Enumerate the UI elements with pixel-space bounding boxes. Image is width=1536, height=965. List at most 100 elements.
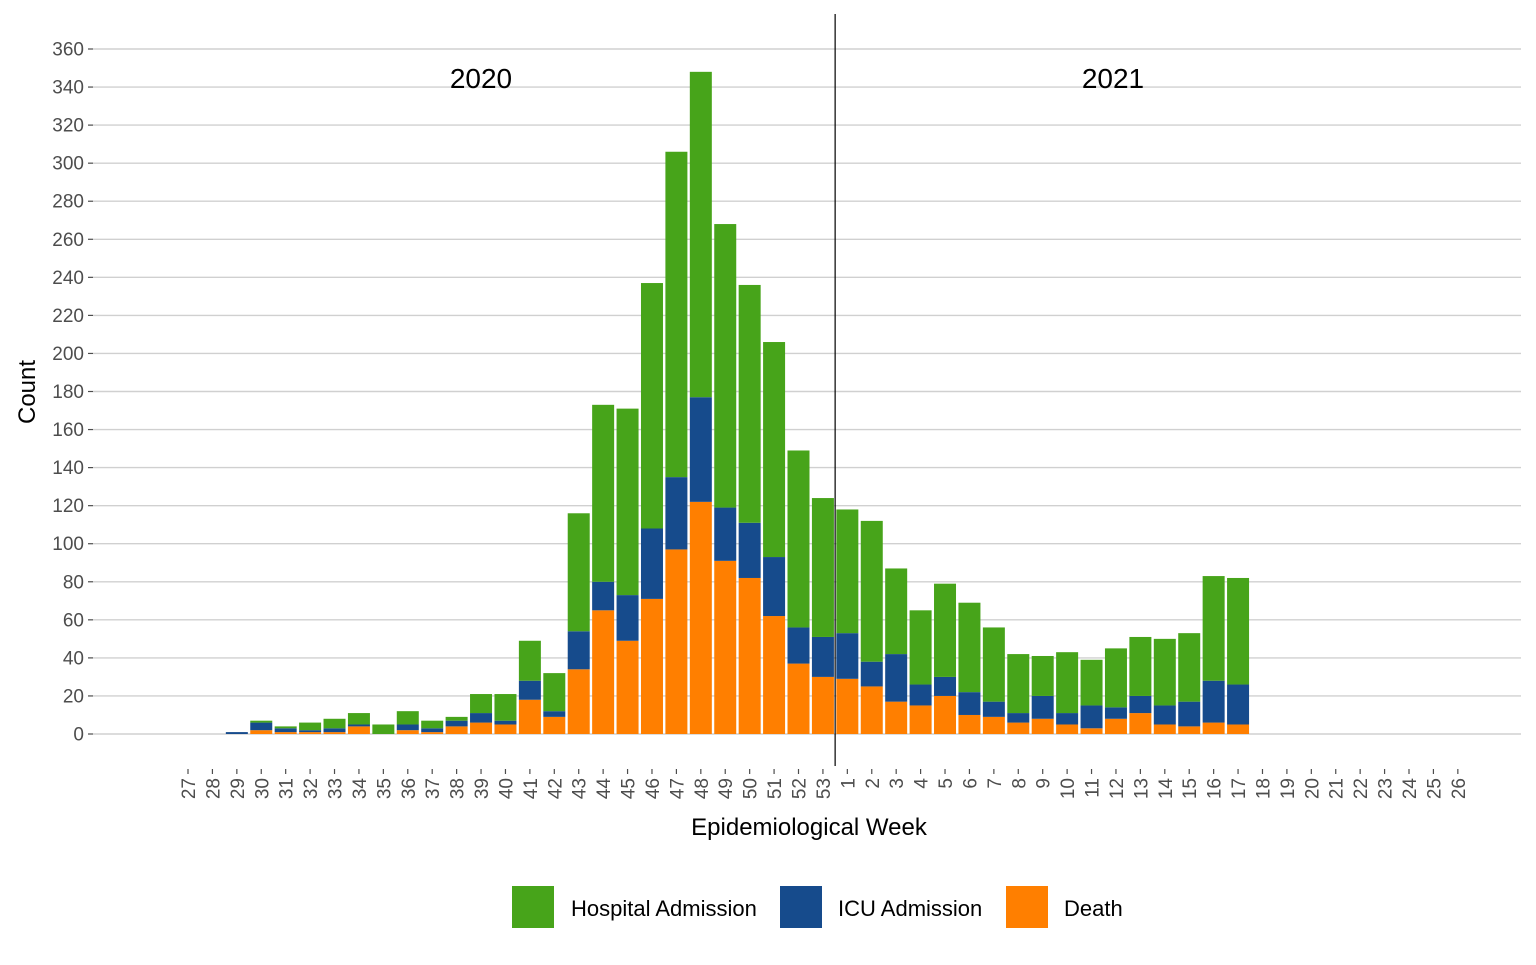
bar-icu-admission-week-52 (787, 627, 810, 664)
y-tick-label: 240 (52, 268, 84, 289)
bar-icu-admission-week-8 (1007, 713, 1030, 723)
x-tick-label: 28 (203, 778, 224, 799)
bar-death-week-47 (665, 549, 688, 734)
y-axis-ticks: 0 20 40 60 80 100 120 140 160 180 200 220 240 260 280 3… (52, 40, 93, 746)
bar-hospital-admission-week-47 (665, 151, 688, 478)
bar-icu-admission-week-42 (543, 711, 566, 717)
x-tick-label: 49 (716, 778, 737, 799)
bar-icu-admission-week-50 (738, 522, 761, 578)
bar-death-week-14 (1153, 724, 1176, 734)
x-tick-label: 40 (496, 778, 517, 799)
x-tick-label: 24 (1400, 778, 1421, 800)
bar-hospital-admission-week-52 (787, 450, 810, 628)
x-tick-label: 27 (179, 778, 200, 799)
x-tick-label: 31 (277, 778, 298, 799)
y-tick-label: 100 (52, 534, 84, 555)
bar-death-week-31 (274, 732, 297, 734)
legend-key-icu-admission (780, 886, 822, 928)
bar-hospital-admission-week-16 (1202, 576, 1225, 681)
bar-icu-admission-week-49 (714, 507, 737, 561)
x-tick-label: 51 (765, 778, 786, 799)
y-tick-label: 360 (52, 40, 84, 61)
y-tick-label: 340 (52, 78, 84, 99)
bar-icu-admission-week-15 (1178, 701, 1201, 727)
bar-death-week-39 (470, 722, 493, 734)
bar-death-week-15 (1178, 726, 1201, 734)
bar-hospital-admission-week-36 (396, 711, 419, 725)
x-tick-label: 44 (594, 778, 615, 800)
y-tick-label: 220 (52, 306, 84, 327)
bar-icu-admission-week-17 (1227, 684, 1250, 725)
bar-hospital-admission-week-12 (1104, 648, 1127, 708)
bar-icu-admission-week-3 (885, 654, 908, 702)
bar-icu-admission-week-44 (592, 581, 615, 611)
bar-hospital-admission-week-46 (640, 283, 663, 529)
x-tick-label: 38 (448, 778, 469, 799)
x-tick-label: 11 (1083, 778, 1104, 798)
bar-death-week-40 (494, 724, 517, 734)
y-axis-title: Count (14, 360, 41, 424)
bar-hospital-admission-week-37 (421, 720, 444, 729)
bar-hospital-admission-week-15 (1178, 633, 1201, 702)
legend-label-death: Death (1064, 896, 1123, 921)
bar-icu-admission-week-37 (421, 728, 444, 733)
x-tick-label: 21 (1327, 778, 1348, 799)
y-tick-label: 120 (52, 496, 84, 517)
bar-icu-admission-week-30 (250, 722, 273, 731)
x-tick-label: 41 (521, 778, 542, 799)
x-tick-label: 29 (228, 778, 249, 799)
gridlines (93, 48, 1521, 735)
bar-hospital-admission-week-17 (1227, 577, 1250, 685)
year-annotations: 2020 2021 (450, 63, 1144, 94)
y-tick-label: 140 (52, 458, 84, 479)
bar-icu-admission-week-41 (518, 680, 541, 700)
x-tick-label: 52 (790, 778, 811, 799)
x-tick-label: 46 (643, 778, 664, 799)
bar-icu-admission-week-43 (567, 631, 590, 670)
bar-hospital-admission-week-48 (689, 71, 712, 398)
y-tick-label: 60 (63, 610, 84, 631)
x-tick-label: 48 (692, 778, 713, 799)
bar-death-week-10 (1056, 724, 1079, 734)
y-tick-label: 200 (52, 344, 84, 365)
x-tick-label: 34 (350, 778, 371, 800)
bar-icu-admission-week-51 (763, 557, 786, 617)
x-axis-title: Epidemiological Week (691, 814, 928, 841)
x-tick-label: 50 (741, 778, 762, 799)
bar-hospital-admission-week-45 (616, 408, 639, 596)
bar-icu-admission-week-11 (1080, 705, 1103, 729)
x-tick-label: 3 (887, 778, 908, 789)
bar-death-week-16 (1202, 722, 1225, 734)
y-tick-label: 0 (73, 725, 84, 746)
bar-death-week-2 (860, 686, 883, 734)
y-tick-label: 300 (52, 154, 84, 175)
bar-death-week-9 (1031, 718, 1054, 734)
bar-hospital-admission-week-53 (811, 498, 834, 637)
x-tick-label: 15 (1180, 778, 1201, 799)
x-tick-label: 35 (374, 778, 395, 799)
y-tick-label: 40 (63, 648, 84, 669)
x-tick-label: 37 (423, 778, 444, 799)
bar-hospital-admission-week-51 (763, 342, 786, 558)
bar-icu-admission-week-4 (909, 684, 932, 706)
bar-icu-admission-week-14 (1153, 705, 1176, 725)
bar-hospital-admission-week-41 (518, 640, 541, 681)
bar-icu-admission-week-32 (299, 730, 322, 733)
bar-death-week-41 (518, 699, 541, 734)
bar-hospital-admission-week-35 (372, 724, 395, 734)
bar-icu-admission-week-6 (958, 692, 981, 715)
x-tick-label: 14 (1156, 778, 1177, 800)
bar-death-week-33 (323, 732, 346, 734)
y-tick-label: 280 (52, 192, 84, 213)
bar-death-week-30 (250, 730, 273, 734)
bar-icu-admission-week-33 (323, 728, 346, 733)
bar-hospital-admission-week-31 (274, 726, 297, 729)
x-tick-label: 8 (1009, 778, 1030, 789)
y-tick-label: 20 (63, 686, 84, 707)
x-tick-label: 7 (985, 778, 1006, 789)
bar-icu-admission-week-29 (225, 732, 248, 734)
x-tick-label: 13 (1131, 778, 1152, 799)
bar-death-week-46 (640, 598, 663, 734)
